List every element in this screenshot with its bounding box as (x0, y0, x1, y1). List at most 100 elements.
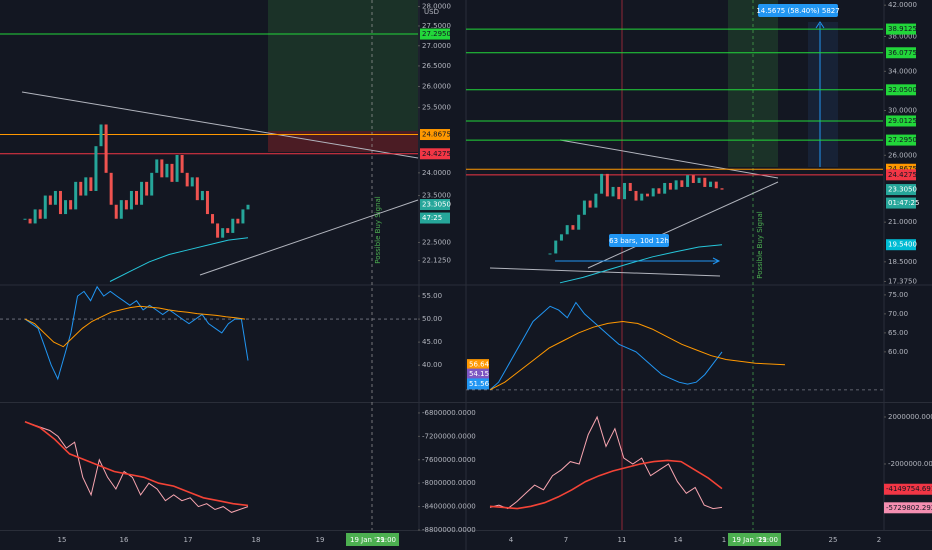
price-tick-label: 27.5000 (422, 22, 451, 30)
candle (246, 204, 250, 210)
price-tick-label: 23.5000 (422, 192, 451, 200)
candle (135, 190, 138, 205)
candle (691, 175, 695, 183)
candle (129, 190, 133, 210)
rsi-tick-label: 55.00 (422, 292, 442, 300)
candle (119, 200, 123, 219)
candle (84, 177, 88, 196)
countdown-box (886, 197, 916, 209)
price-tick-label: 26.5000 (422, 62, 451, 70)
candle (114, 204, 118, 219)
candle (634, 190, 638, 201)
price-badge (420, 129, 450, 141)
candle (53, 190, 57, 205)
candle (577, 214, 581, 230)
time-label: 19 (316, 536, 325, 544)
time-badge-date: 19 Jan '21 (350, 536, 385, 544)
oscillator-line (489, 415, 723, 510)
rsi-ma-line (489, 320, 786, 391)
price-badge-label: 24.4275 (422, 150, 451, 158)
candle (79, 181, 83, 196)
price-badge (420, 199, 450, 211)
rsi-tick-label: 60.00 (888, 348, 908, 356)
rsi-tick-label: 40.00 (422, 361, 442, 369)
price-badge-label: 38.9125 (888, 25, 917, 33)
price-tick-label: 24.0000 (422, 169, 451, 177)
candle (600, 173, 604, 194)
candle (231, 218, 235, 233)
price-tick-label: 26.0000 (422, 82, 451, 90)
candle (58, 190, 62, 215)
price-tick-label: 30.0000 (888, 107, 917, 115)
candle (195, 177, 199, 201)
price-badge-label: 24.4275 (888, 171, 917, 179)
price-tick-label: 22.1250 (422, 257, 451, 265)
price-badge (467, 359, 489, 371)
candle (594, 193, 598, 208)
currency: USD (424, 8, 439, 16)
arrow-head (712, 257, 721, 265)
candle (565, 225, 569, 235)
price-badge (884, 502, 932, 514)
trendline (21, 91, 419, 159)
candle (145, 181, 149, 196)
candle (680, 180, 684, 187)
price-tick-label: 34.0000 (888, 67, 917, 75)
time-badge-time: 19:00 (758, 536, 778, 544)
price-badge (886, 163, 916, 175)
price-badge-label: 24.8675 (422, 131, 451, 139)
moving-average (109, 237, 249, 282)
price-badge (420, 28, 450, 40)
rsi-tick-label: 65.00 (888, 329, 908, 337)
price-tick-label: 38.0000 (888, 33, 917, 41)
candle (703, 177, 707, 187)
candle (155, 159, 159, 173)
measure-label-box (758, 4, 838, 17)
candle (200, 190, 204, 201)
candle (226, 228, 230, 233)
arrow-head (815, 21, 825, 29)
candle (588, 200, 592, 208)
range-label: 63 bars, 10d 12h (609, 237, 669, 245)
candle (221, 228, 225, 238)
candle (205, 190, 209, 215)
candle (180, 154, 184, 173)
candle (548, 253, 552, 255)
osc-tick-label: -6800000.0000 (422, 409, 476, 417)
rsi-line (24, 285, 249, 381)
time-badge-time: 19:00 (376, 536, 396, 544)
price-tick-label: 42.0000 (888, 1, 917, 9)
oscillator-line (24, 421, 249, 513)
candle (559, 234, 563, 241)
candle (190, 177, 194, 187)
time-label: 25 (829, 536, 838, 544)
candle (697, 177, 701, 183)
time-label: 14 (674, 536, 683, 544)
osc-tick-label: -7200000.0000 (422, 432, 476, 440)
osc-tick-label: 2000000.0000 (888, 413, 932, 421)
candle (43, 195, 47, 219)
price-badge-label: 19.5400 (888, 241, 917, 249)
trendline (559, 139, 779, 179)
candle (605, 173, 609, 197)
trendline (489, 267, 721, 277)
candle (140, 181, 144, 205)
candle (165, 163, 169, 178)
candle (640, 193, 644, 201)
candle (170, 163, 174, 182)
price-tick-label: 21.0000 (888, 218, 917, 226)
candle (714, 181, 718, 189)
candle (89, 177, 93, 191)
candle (64, 200, 68, 215)
candle (663, 182, 667, 194)
measure-zone (808, 22, 838, 167)
countdown: 47:25 (422, 214, 442, 222)
trendline (587, 181, 779, 269)
moving-average (559, 244, 723, 284)
rsi-tick-label: 75.00 (888, 291, 908, 299)
price-badge (467, 368, 489, 380)
measure-label: 14.5675 (58.40%) 5827 (756, 7, 839, 15)
price-tick-label: 26.0000 (888, 151, 917, 159)
candle (104, 124, 108, 173)
